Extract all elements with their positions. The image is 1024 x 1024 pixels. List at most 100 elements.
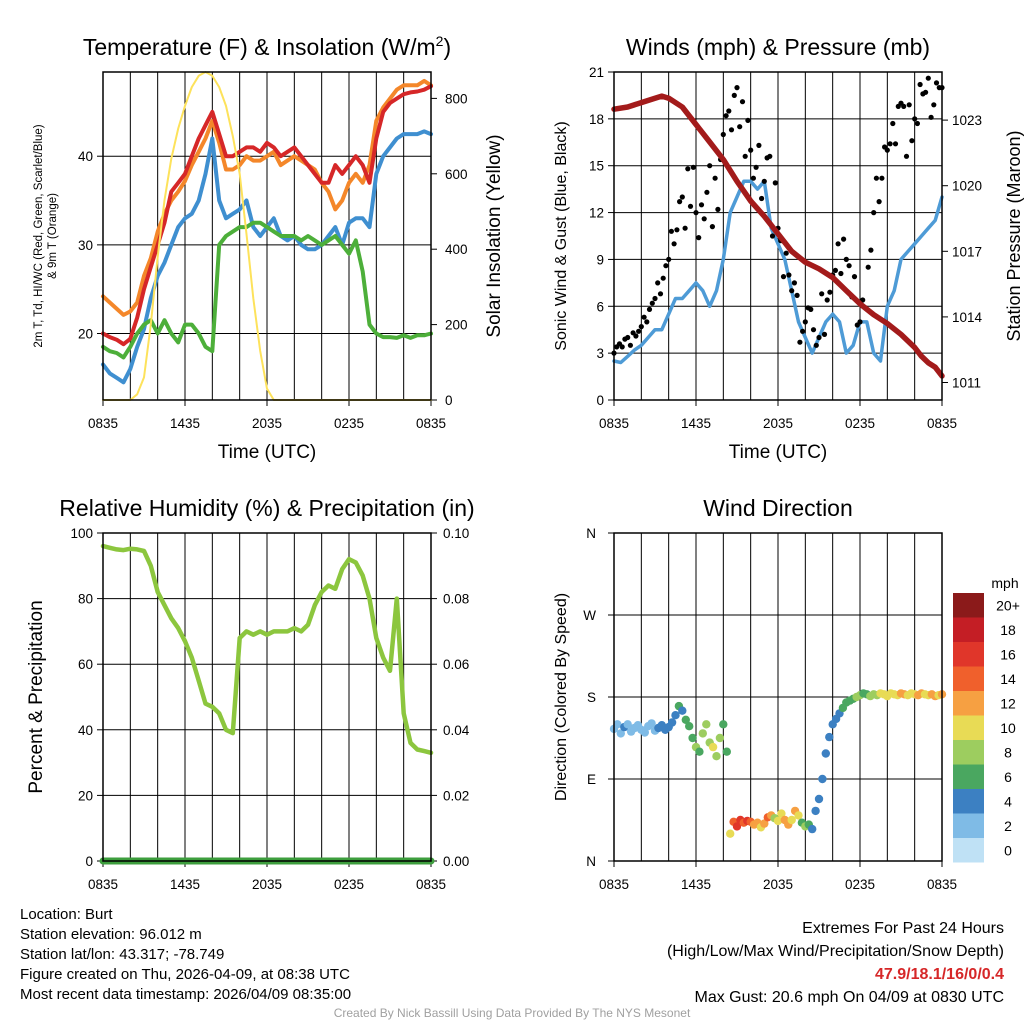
x-tick-label: 0835 <box>88 877 118 892</box>
x-tick-label: 0835 <box>927 877 957 892</box>
gust-point <box>808 306 814 312</box>
gust-point <box>712 175 718 181</box>
y-right-tick-label: 1017 <box>952 244 982 259</box>
title-superscript: 2 <box>436 33 444 49</box>
gust-point <box>698 202 705 208</box>
gust-point <box>693 210 699 216</box>
direction-point <box>623 720 632 729</box>
colorbar-title: mph <box>991 575 1018 591</box>
gust-point <box>685 166 691 172</box>
recent-timestamp: Most recent data timestamp: 2026/04/09 0… <box>20 986 352 1003</box>
panel-title: Wind Direction <box>703 495 853 521</box>
direction-point <box>777 809 786 818</box>
gust-point <box>841 236 847 242</box>
gust-point <box>917 81 923 88</box>
gust-point <box>901 103 907 109</box>
colorbar-swatch <box>953 593 984 618</box>
colorbar-swatch <box>953 642 984 667</box>
y-axis-label: Sonic Wind & Gust (Blue, Black) <box>553 121 570 350</box>
colorbar-label: 20+ <box>996 597 1020 613</box>
direction-point <box>808 824 817 834</box>
y-tick-label: 80 <box>78 592 93 607</box>
y-right-tick-label: 1023 <box>952 113 982 128</box>
colorbar-swatch <box>953 740 984 765</box>
extremes-legend: (High/Low/Max Wind/Precipitation/Snow De… <box>666 943 1004 960</box>
gust-point <box>649 300 655 306</box>
y-right-tick-label: 800 <box>445 91 468 106</box>
gust-point <box>903 153 910 159</box>
direction-point <box>671 711 680 720</box>
colorbar-label: 8 <box>1004 744 1012 760</box>
y-tick-label: N <box>586 526 596 541</box>
panel-title: Winds (mph) & Pressure (mb) <box>626 34 930 60</box>
extremes-values: 47.9/18.1/16/0/0.4 <box>875 966 1004 983</box>
x-tick-label: 2035 <box>763 416 793 431</box>
gust-point <box>813 342 819 348</box>
y-right-tick-label: 1014 <box>952 310 983 325</box>
colorbar-label: 14 <box>1000 671 1016 687</box>
colorbar-label: 18 <box>1000 622 1016 638</box>
station-info: Location: Burt Station elevation: 96.012… <box>20 905 351 1005</box>
plot-border <box>613 71 943 401</box>
gust-point <box>731 92 737 98</box>
station-elevation: Station elevation: 96.012 m <box>20 926 202 943</box>
gust-point <box>652 295 658 302</box>
gust-point <box>892 141 899 147</box>
station-location: Location: Burt <box>20 906 113 923</box>
gust-point <box>851 274 858 280</box>
gust-point <box>709 224 716 230</box>
x-tick-label: 0835 <box>599 416 629 431</box>
gust-point <box>745 117 751 123</box>
gust-point <box>843 256 849 262</box>
gust-point <box>682 225 688 231</box>
gust-point <box>887 141 893 147</box>
gust-point <box>728 127 735 133</box>
direction-point <box>726 829 735 838</box>
gust-point <box>742 153 748 159</box>
gust-point <box>772 180 778 186</box>
gust-point <box>644 319 650 325</box>
direction-point <box>825 732 834 742</box>
gust-point <box>646 306 653 312</box>
title-end: ) <box>443 34 451 60</box>
gust-point <box>783 250 789 256</box>
y-axis-label: Percent & Precipitation <box>26 600 47 793</box>
humidity-precip-panel: Relative Humidity (%) & Precipitation (i… <box>26 495 475 892</box>
gust-point <box>819 291 825 297</box>
y-right-tick-label: 0.08 <box>443 592 469 607</box>
gust-point <box>800 328 806 334</box>
y-axis-label: Direction (Colored By Speed) <box>553 593 570 801</box>
credit-line: Created By Nick Bassill Using Data Provi… <box>333 1006 691 1020</box>
extremes-title: Extremes For Past 24 Hours <box>802 920 1004 937</box>
direction-point <box>814 794 824 804</box>
y-tick-label: 100 <box>70 526 93 541</box>
x-tick-label: 0235 <box>334 416 364 431</box>
gust-point <box>679 194 685 200</box>
x-tick-label: 0235 <box>845 877 875 892</box>
direction-point <box>685 722 694 731</box>
humidity-line <box>100 543 434 756</box>
max-gust: Max Gust: 20.6 mph On 04/09 at 0830 UTC <box>694 989 1005 1006</box>
gust-point <box>838 270 844 277</box>
gust-point <box>846 263 852 269</box>
y-right-tick-label: 600 <box>445 167 468 182</box>
gust-point <box>879 175 885 181</box>
colorbar-swatch <box>953 813 984 838</box>
extremes-info: Extremes For Past 24 Hours (High/Low/Max… <box>667 917 1004 1009</box>
colorbar-label: 12 <box>1000 695 1016 711</box>
gust-point <box>737 124 743 130</box>
gust-point <box>641 314 647 320</box>
y-tick-label: 20 <box>78 788 93 803</box>
colorbar-label: 6 <box>1004 769 1012 785</box>
gust-point <box>890 120 896 127</box>
gust-point <box>868 247 874 253</box>
x-tick-label: 0835 <box>927 416 957 431</box>
y-right-axis-label: Station Pressure (Maroon) <box>1004 130 1024 341</box>
y-tick-label: S <box>587 690 596 705</box>
x-tick-label: 0835 <box>599 877 629 892</box>
y-axis-label-line2: & 9m T (Orange) <box>47 193 59 279</box>
gust-point <box>780 274 787 280</box>
gust-point <box>663 263 669 269</box>
y-tick-label: W <box>583 608 596 623</box>
series-line-temp_9m <box>101 78 433 317</box>
